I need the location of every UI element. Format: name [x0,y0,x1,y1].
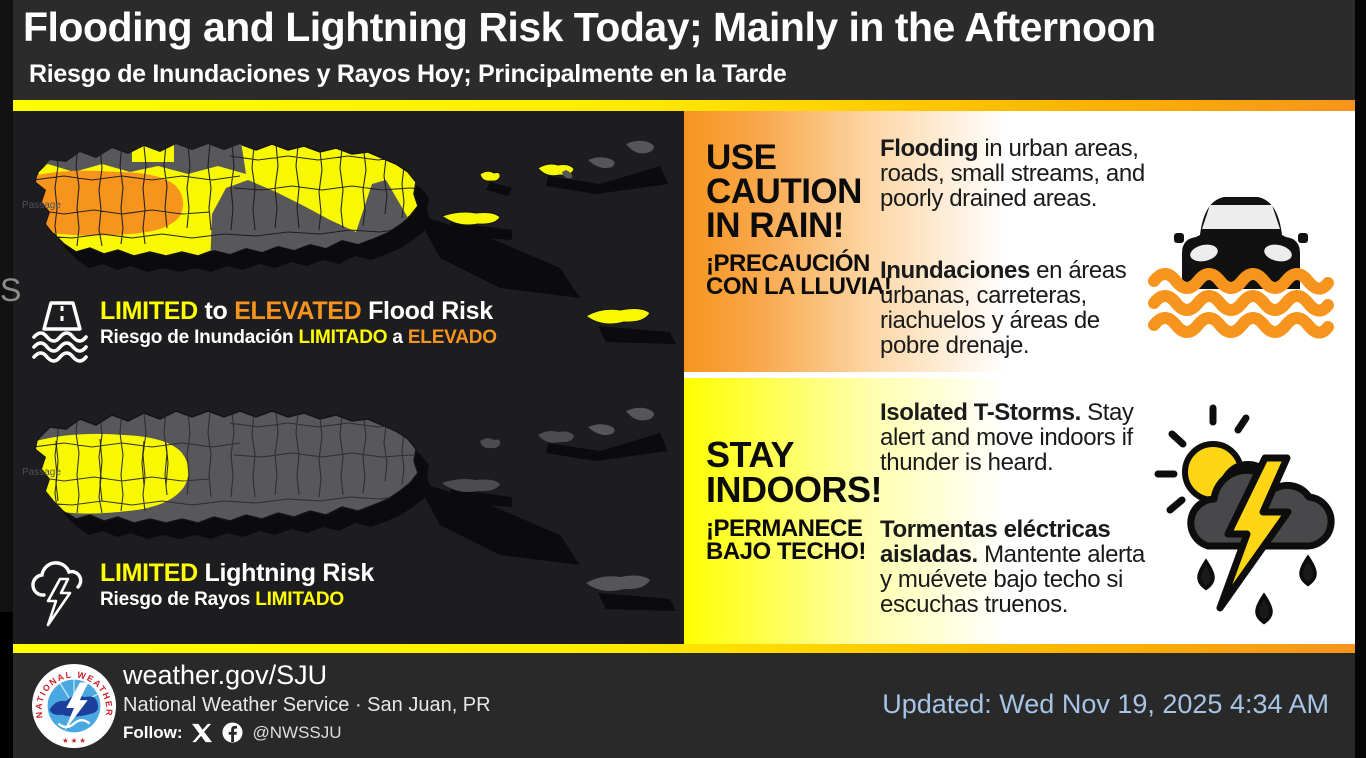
screen-edge-left-bottom [0,612,13,758]
page-subtitle: Riesgo de Inundaciones y Rayos Hoy; Prin… [29,60,787,88]
maps-panel: Passage LIMITED to ELEVATED Flood Risk R… [13,111,684,644]
car-in-flood-icon [1148,197,1334,339]
footer: NATIONAL WEATHER SERVICE ★ ★ ★ weather.g… [13,653,1355,758]
updated-timestamp: Updated: Wed Nov 19, 2025 4:34 AM [882,689,1329,719]
island-culebra [480,438,501,449]
storm-text-en: Isolated T-Storms. Stay alert and move i… [880,399,1134,476]
footer-org: National Weather Service · San Juan, PR [123,694,491,716]
island-st-thomas [538,431,574,443]
rain-headline-en: USE CAUTION IN RAIN! [706,138,862,245]
nws-logo-stars: ★ ★ ★ [62,736,86,745]
flood-legend-limited: LIMITED [100,297,198,325]
storm-cloud-icon [31,561,83,627]
rain-caution-panel: USE CAUTION IN RAIN! ¡PRECAUCIÓN CON LA … [684,111,1355,372]
flooded-road-icon [32,301,88,363]
screen-edge-left [0,0,13,612]
edge-letter: S [0,272,22,308]
social-handle[interactable]: @NWSSJU [252,722,342,742]
rain-text-en: Flooding in urban areas, roads, small st… [880,135,1145,212]
island-st-croix [586,575,650,591]
thunderstorm-icon [1154,404,1335,625]
stay-indoors-panel: STAY INDOORS! ¡PERMANECE BAJO TECHO! Iso… [684,378,1355,644]
passage-label: Passage [22,467,61,478]
rain-text-es: Inundaciones en áreas urbanas, carretera… [880,257,1127,359]
follow-label: Follow: [123,722,183,742]
passage-label: Passage [22,200,61,211]
flood-legend-elevated: ELEVATED [234,297,362,325]
flood-none-northwest-region [36,144,246,174]
divider-bottom [13,644,1355,653]
island-culebra-limited [479,170,501,182]
footer-follow: Follow: @NWSSJU [123,722,491,743]
divider-top [13,100,1355,111]
lightning-risk-map: Passage [22,407,676,611]
footer-text: weather.gov/SJU National Weather Service… [123,660,491,743]
island-virgin-islands [588,157,615,169]
flood-elevated-region [36,170,184,236]
storm-headline-en: STAY INDOORS! [706,434,883,510]
flood-risk-map: Passage [22,140,676,344]
flood-legend-text: LIMITED to ELEVATED Flood Risk Riesgo de… [100,297,497,348]
facebook-icon[interactable] [222,722,244,743]
weather-graphic: Flooding and Lightning Risk Today; Mainl… [13,0,1355,758]
storm-headline-es: ¡PERMANECE BAJO TECHO! [706,515,866,565]
island-vieques [442,479,500,492]
nws-logo: NATIONAL WEATHER SERVICE ★ ★ ★ [31,663,117,749]
lightning-legend-text: LIMITED Lightning Risk Riesgo de Rayos L… [100,559,374,610]
lightning-legend-limited: LIMITED [100,559,198,587]
municipality-borders [36,144,418,247]
footer-url[interactable]: weather.gov/SJU [123,660,328,690]
island-vieques-limited [440,211,501,226]
header: Flooding and Lightning Risk Today; Mainl… [13,0,1355,100]
screen-edge-right [1355,0,1366,758]
page-title: Flooding and Lightning Risk Today; Mainl… [23,4,1156,50]
storm-text-es: Tormentas eléctricas aisladas. Mantente … [880,516,1145,618]
panel-gap [684,372,1355,378]
x-twitter-icon[interactable] [191,723,213,743]
lightning-limited-region [36,433,189,514]
rain-headline-es: ¡PRECAUCIÓN CON LA LLUVIA! [706,250,892,300]
island-st-croix-limited [585,308,651,325]
island-virgin-islands [588,424,615,436]
municipality-borders [36,411,418,514]
